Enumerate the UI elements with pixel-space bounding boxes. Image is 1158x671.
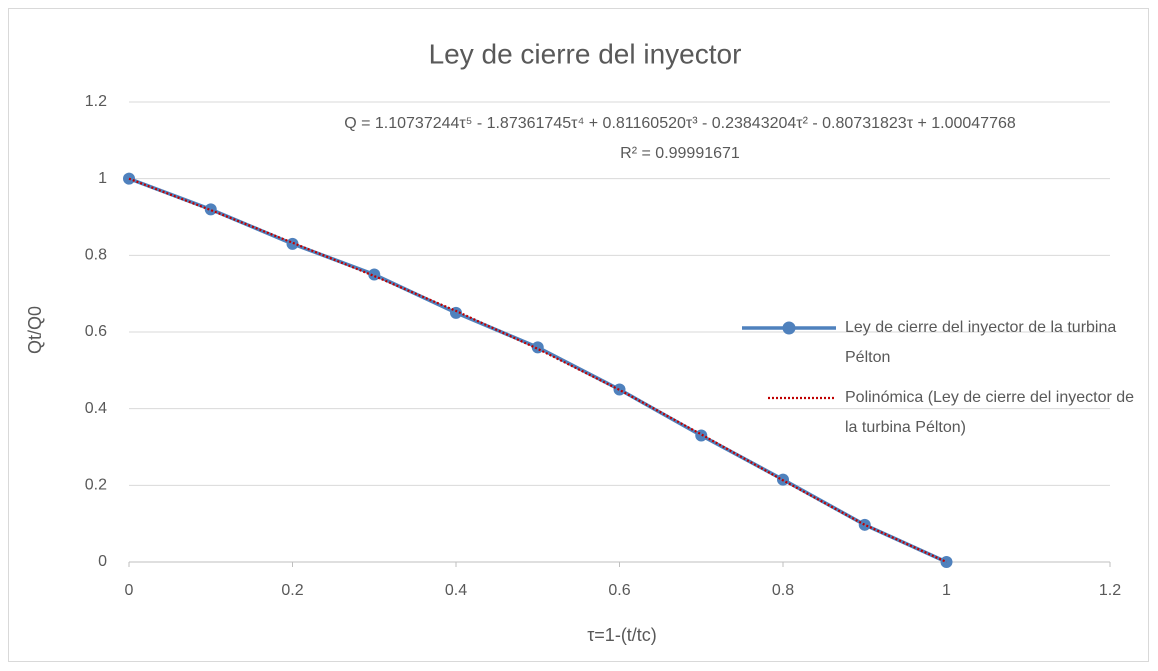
equation: Q = 1.10737244τ⁵ - 1.87361745τ⁴ + 0.8116…	[344, 115, 1016, 132]
y-tick-label: 0.2	[85, 477, 107, 494]
y-tick-label: 0.8	[85, 247, 107, 264]
data-point	[204, 203, 217, 216]
y-tick-label: 1.2	[85, 93, 107, 110]
data-point	[858, 518, 871, 531]
data-point	[613, 383, 626, 396]
trendline	[128, 177, 947, 564]
x-tick-label: 1	[942, 582, 951, 599]
y-tick-label: 0.4	[85, 400, 107, 417]
y-tick-label: 1	[98, 170, 107, 187]
x-tick-label: 1.2	[1099, 582, 1121, 599]
data-point	[695, 429, 708, 442]
x-tick-label: 0	[125, 582, 134, 599]
r-squared: R² = 0.99991671	[620, 145, 740, 162]
x-axis-title: τ=1-(t/tc)	[587, 625, 657, 645]
chart-title: Ley de cierre del inyector	[429, 38, 742, 69]
y-tick-label: 0.6	[85, 323, 107, 340]
data-point	[531, 341, 544, 354]
x-tick-label: 0.8	[772, 582, 794, 599]
legend-marker	[782, 321, 796, 335]
legend-label: Ley de cierre del inyector de la turbina…	[845, 319, 1117, 366]
data-point	[368, 268, 381, 281]
y-tick-label: 0	[98, 553, 107, 570]
legend-label: Polinómica (Ley de cierre del inyector d…	[845, 389, 1135, 436]
x-tick-label: 0.4	[445, 582, 467, 599]
x-tick-label: 0.6	[608, 582, 630, 599]
x-tick-label: 0.2	[281, 582, 303, 599]
chart-border	[8, 8, 1149, 662]
y-axis-title: Qt/Q0	[25, 306, 45, 354]
